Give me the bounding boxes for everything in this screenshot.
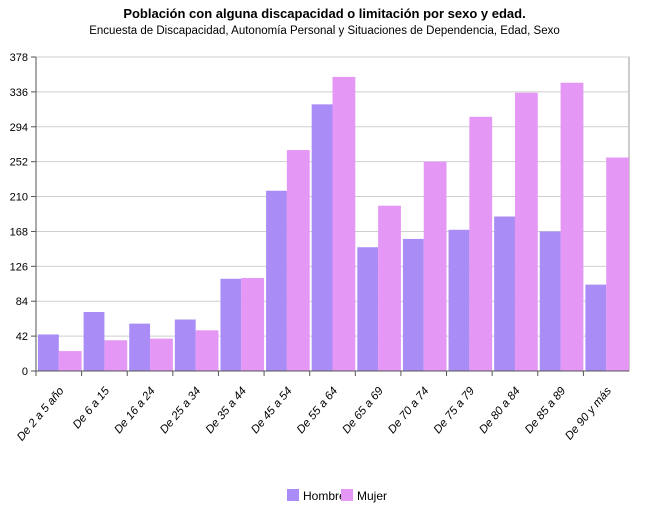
y-tick-label: 42: [16, 331, 28, 343]
bar-mujer-2: [150, 338, 173, 371]
legend-label-mujer: Mujer: [357, 489, 387, 503]
bar-hombre-10: [494, 216, 515, 371]
bar-hombre-7: [357, 247, 379, 371]
bar-mujer-5: [286, 150, 310, 371]
x-tick-label: De 70 a 74: [386, 385, 431, 436]
bar-hombre-1: [83, 312, 105, 371]
x-tick-label: De 55 a 64: [295, 385, 340, 436]
bar-mujer-4: [241, 277, 265, 371]
x-tick-label: De 6 a 15: [71, 385, 113, 431]
y-tick-label: 168: [10, 226, 28, 238]
y-tick-label: 210: [10, 192, 28, 204]
bar-hombre-5: [266, 190, 287, 371]
x-tick-label: De 90 y más: [563, 385, 614, 442]
legend-swatch-mujer: [341, 489, 353, 501]
chart-title: Población con alguna discapacidad o limi…: [123, 6, 526, 21]
bar-hombre-4: [220, 278, 242, 371]
x-tick-label: De 35 a 44: [204, 385, 249, 436]
bar-hombre-0: [38, 334, 59, 371]
x-tick-label: De 65 a 69: [341, 385, 387, 436]
y-tick-label: 336: [10, 87, 28, 99]
axes: [31, 56, 629, 376]
bar-mujer-0: [58, 351, 82, 371]
bar-hombre-6: [311, 104, 333, 371]
x-tick-label: De 75 a 79: [432, 385, 478, 436]
x-tick-label: De 80 a 84: [477, 385, 522, 436]
bar-mujer-9: [469, 116, 493, 371]
y-tick-label: 126: [10, 261, 28, 273]
bar-mujer-8: [423, 161, 447, 371]
y-tick-label: 294: [10, 122, 28, 134]
legend-swatch-hombre: [287, 489, 299, 501]
bar-hombre-12: [585, 284, 607, 371]
y-tick-label: 252: [10, 157, 28, 169]
legend-label-hombre: Hombre: [303, 489, 346, 503]
x-tick-label: De 2 a 5 año: [15, 385, 67, 444]
bar-hombre-11: [539, 231, 561, 371]
x-tick-label: De 85 a 89: [523, 385, 569, 436]
bar-mujer-11: [560, 82, 584, 372]
bar-mujer-12: [606, 157, 629, 371]
bars: [38, 76, 629, 372]
x-tick-labels: De 2 a 5 año De 6 a 15 De 16 a 24 De 25 a 3…: [15, 385, 614, 444]
chart-subtitle: Encuesta de Discapacidad, Autonomía Pers…: [89, 25, 560, 37]
bar-mujer-7: [378, 205, 401, 371]
bar-mujer-10: [514, 92, 538, 371]
legend: Hombre Mujer: [287, 489, 387, 503]
y-tick-label: 378: [10, 52, 28, 64]
y-tick-label: 0: [22, 366, 28, 378]
bar-mujer-6: [332, 76, 356, 371]
y-tick-label: 84: [16, 296, 28, 308]
bar-hombre-8: [402, 238, 424, 371]
bar-hombre-2: [129, 323, 151, 371]
bar-hombre-3: [174, 319, 196, 371]
x-tick-label: De 45 a 54: [249, 385, 294, 436]
bar-mujer-1: [104, 340, 128, 371]
x-tick-label: De 25 a 34: [158, 385, 203, 436]
bar-mujer-3: [195, 330, 219, 371]
bar-hombre-9: [448, 229, 470, 371]
y-tick-labels: 0 42 84 126 168 210 252 294 336 378: [10, 52, 28, 378]
x-tick-label: De 16 a 24: [112, 385, 157, 436]
